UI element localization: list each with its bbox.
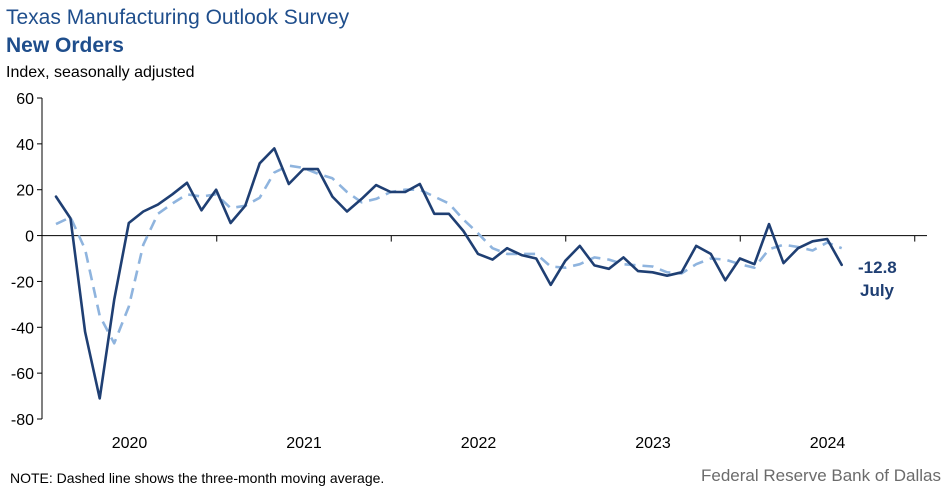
footnote: NOTE: Dashed line shows the three-month … xyxy=(10,470,385,486)
y-tick-label: -40 xyxy=(11,320,34,337)
x-tick-label: 2024 xyxy=(810,435,846,452)
x-tick-labels: 2020 2021 2022 2023 2024 xyxy=(112,435,846,452)
y-tick-label: 40 xyxy=(16,137,34,154)
axes xyxy=(37,97,927,420)
x-tick-label: 2023 xyxy=(635,435,671,452)
x-tick-label: 2022 xyxy=(461,435,497,452)
last-value-callout: -12.8 July xyxy=(858,258,897,300)
x-tick-label: 2020 xyxy=(112,435,148,452)
series-lines xyxy=(54,147,844,400)
callout-value: -12.8 xyxy=(858,258,897,277)
new-orders-line xyxy=(54,147,844,400)
x-tick-label: 2021 xyxy=(286,435,322,452)
y-tick-label: -20 xyxy=(11,274,34,291)
y-tick-label: -80 xyxy=(11,412,34,429)
moving-average-line xyxy=(55,164,843,345)
y-tick-labels: 60 40 20 0 -20 -40 -60 -80 xyxy=(11,91,34,429)
y-axis-label: Index, seasonally adjusted xyxy=(6,64,195,81)
y-tick-label: -60 xyxy=(11,366,34,383)
callout-label: July xyxy=(860,281,895,300)
y-tick-label: 20 xyxy=(16,183,34,200)
y-tick-label: 60 xyxy=(16,91,34,108)
source-credit: Federal Reserve Bank of Dallas xyxy=(700,466,941,485)
chart-title: Texas Manufacturing Outlook Survey xyxy=(6,6,350,29)
chart-subtitle: New Orders xyxy=(6,34,124,57)
y-tick-label: 0 xyxy=(25,229,34,246)
